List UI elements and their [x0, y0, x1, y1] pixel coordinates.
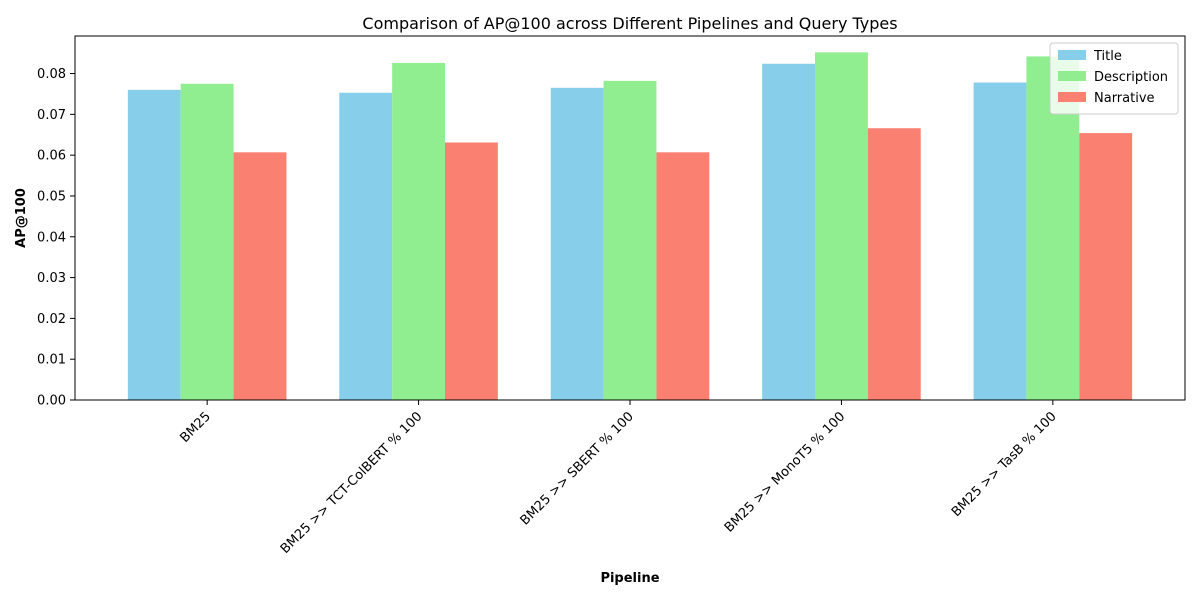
y-tick-label: 0.07	[37, 108, 66, 123]
legend-swatch-description	[1058, 71, 1086, 81]
bar-title-4	[973, 82, 1027, 401]
y-tick-label: 0.06	[37, 149, 66, 164]
legend: Title Description Narrative	[1049, 42, 1179, 115]
bar-description-3	[815, 52, 868, 400]
bar-narrative-4	[1079, 133, 1133, 400]
x-tick-label: BM25	[177, 409, 214, 446]
bar-title-1	[339, 92, 393, 400]
bar-description-2	[603, 80, 657, 401]
legend-swatch-narrative	[1058, 92, 1086, 102]
y-tick-label: 0.05	[37, 189, 66, 204]
bar-narrative-3	[867, 128, 921, 400]
y-tick-label: 0.03	[37, 271, 66, 286]
x-tick-label: BM25 >> TCT-ColBERT % 100	[278, 409, 426, 557]
y-axis-title: AP@100	[14, 188, 29, 248]
x-tick-label: BM25 >> MonoT5 % 100	[722, 409, 848, 535]
x-tick-label: BM25 >> SBERT % 100	[518, 409, 637, 528]
chart-title: Comparison of AP@100 across Different Pi…	[362, 14, 897, 33]
bar-title-0	[127, 89, 181, 400]
bar-title-3	[762, 63, 815, 401]
y-tick-label: 0.02	[37, 312, 66, 327]
bar-description-0	[180, 83, 234, 401]
bar-narrative-1	[445, 142, 498, 401]
legend-label-narrative: Narrative	[1094, 91, 1155, 106]
legend-swatch-title	[1058, 50, 1086, 60]
legend-label-description: Description	[1094, 70, 1168, 85]
y-tick-label: 0.04	[37, 230, 66, 245]
bar-title-2	[550, 87, 604, 401]
y-tick-label: 0.01	[37, 353, 66, 368]
bar-description-1	[392, 62, 445, 400]
bar-narrative-0	[233, 152, 287, 400]
x-axis-title: Pipeline	[600, 571, 659, 586]
y-tick-label: 0.00	[37, 394, 66, 409]
y-tick-label: 0.08	[37, 67, 66, 82]
bar-narrative-2	[656, 152, 710, 400]
x-tick-label: BM25 >> TasB % 100	[949, 409, 1060, 520]
bars-layer	[127, 52, 1133, 401]
legend-label-title: Title	[1093, 49, 1122, 64]
